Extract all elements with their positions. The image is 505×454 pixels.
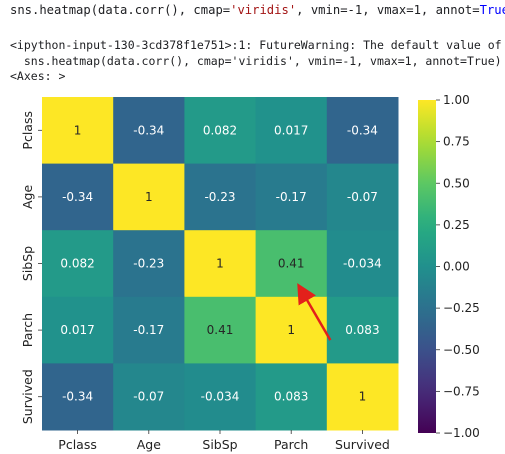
y-tick-label: Parch [20, 313, 35, 347]
cell-annotation: 0.083 [345, 323, 379, 337]
colorbar-tick-label: 0.75 [443, 135, 470, 149]
code-cmap-string: 'viridis' [230, 3, 297, 17]
output-warning-line: <ipython-input-130-3cd378f1e751>:1: Futu… [10, 38, 502, 52]
output-source-line: sns.heatmap(data.corr(), cmap='viridis',… [10, 53, 502, 68]
cell-annotation: 1 [359, 390, 367, 404]
colorbar-tick-label: −0.50 [443, 343, 480, 357]
heatmap-cell [326, 363, 399, 431]
code-cell-input[interactable]: sns.heatmap(data.corr(), cmap='viridis',… [10, 3, 505, 17]
heatmap-cell [113, 363, 185, 431]
heatmap-cell [113, 163, 185, 231]
heatmap-cell [326, 163, 399, 231]
cell-annotation: 1 [216, 257, 224, 271]
heatmap-cell [255, 363, 328, 431]
annotation-arrow [297, 283, 332, 341]
code-middle: , vmin=-1, vmax=1, annot= [296, 3, 480, 17]
cell-annotation: 0.41 [207, 323, 234, 337]
cell-annotation: -0.034 [201, 390, 240, 404]
heatmap-cell [326, 296, 399, 364]
cell-annotation: 1 [287, 323, 295, 337]
heatmap-cell [184, 230, 257, 298]
cell-annotation: 0.082 [203, 123, 237, 137]
heatmap-cell [42, 363, 114, 431]
cell-annotation: 1 [74, 123, 82, 137]
cell-annotation: -0.34 [62, 190, 93, 204]
code-prefix: sns.heatmap(data.corr(), cmap= [10, 3, 231, 17]
colorbar-tick-label: 0.50 [443, 176, 470, 190]
cell-annotation: -0.23 [204, 190, 235, 204]
heatmap-cell [42, 230, 114, 298]
x-tick-label: SibSp [202, 437, 237, 452]
y-tick-label: Survived [20, 369, 35, 424]
heatmap-cell [184, 296, 257, 364]
heatmap-cell [255, 97, 328, 165]
cell-annotation: -0.34 [133, 123, 164, 137]
heatmap-cell [113, 230, 185, 298]
heatmap-cell [184, 363, 257, 431]
y-tick-label: Age [20, 185, 35, 209]
heatmap-cell [184, 163, 257, 231]
heatmap-cell [42, 97, 114, 165]
colorbar-tick-label: −1.00 [443, 426, 480, 440]
colorbar [418, 100, 436, 433]
cell-annotation: -0.23 [133, 257, 164, 271]
cell-annotation: 0.082 [60, 257, 94, 271]
code-annot-keyword: True [479, 3, 505, 17]
heatmap-cell [255, 296, 328, 364]
colorbar-tick-label: 0.00 [443, 260, 470, 274]
heatmap-cell [184, 97, 257, 165]
cell-annotation: 0.083 [274, 390, 308, 404]
cell-annotation: -0.34 [347, 123, 378, 137]
cell-annotation: -0.17 [133, 323, 164, 337]
y-tick-label: Pclass [20, 111, 35, 150]
heatmap-cell [42, 296, 114, 364]
colorbar-tick-label: 0.25 [443, 218, 470, 232]
colorbar-tick-label: 1.00 [443, 93, 470, 107]
cell-annotation: -0.17 [276, 190, 307, 204]
x-tick-label: Age [137, 437, 161, 452]
heatmap-cell [326, 97, 399, 165]
cell-annotation: 1 [145, 190, 153, 204]
colorbar-tick-label: −0.75 [443, 384, 480, 398]
heatmap-cell [113, 97, 185, 165]
heatmap-cell [326, 230, 399, 298]
x-tick-label: Pclass [58, 437, 97, 452]
output-axes-repr: <Axes: > [10, 69, 66, 83]
x-tick-label: Survived [335, 437, 390, 452]
cell-annotation: 0.017 [274, 123, 308, 137]
heatmap-cell [255, 163, 328, 231]
cell-annotation: -0.034 [343, 257, 382, 271]
cell-annotation: -0.07 [133, 390, 164, 404]
heatmap-cell [42, 163, 114, 231]
heatmap-cell [113, 296, 185, 364]
cell-annotation: -0.34 [62, 390, 93, 404]
cell-annotation: 0.017 [60, 323, 94, 337]
cell-annotation: -0.07 [347, 190, 378, 204]
x-tick-label: Parch [274, 437, 308, 452]
colorbar-tick-label: −0.25 [443, 301, 480, 315]
cell-output: <ipython-input-130-3cd378f1e751>:1: Futu… [10, 38, 505, 85]
cell-annotation: 0.41 [278, 257, 305, 271]
y-tick-label: SibSp [20, 246, 35, 281]
